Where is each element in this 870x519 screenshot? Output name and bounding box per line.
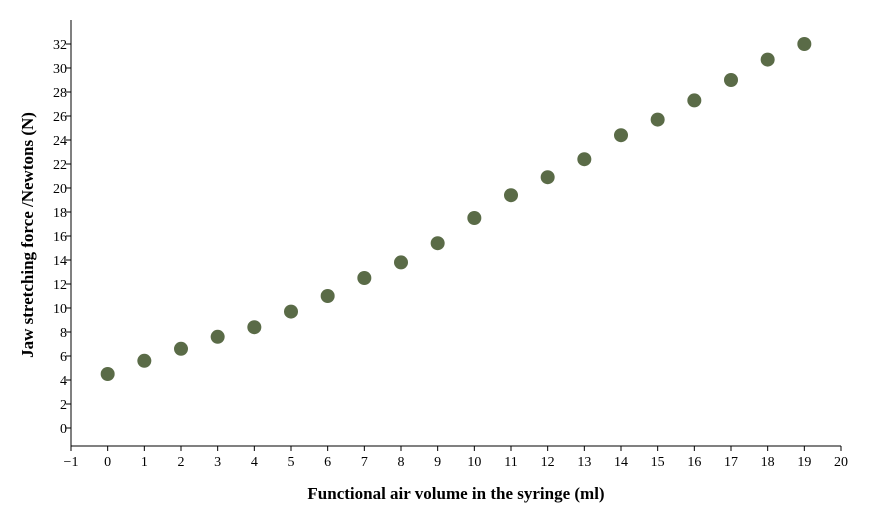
data-point: [100, 367, 115, 381]
y-tick-label: 6: [60, 350, 67, 365]
x-tick-label: 0: [104, 455, 111, 470]
x-tick-label: 13: [577, 455, 591, 470]
data-point: [430, 236, 445, 251]
data-point: [797, 37, 812, 51]
y-tick-label: 22: [53, 158, 67, 173]
y-tick-label: 4: [60, 374, 67, 389]
data-point: [137, 353, 152, 368]
data-point: [687, 93, 702, 108]
y-tick-label: 18: [53, 206, 67, 221]
data-point: [357, 271, 372, 285]
x-axis-title: Functional air volume in the syringe (ml…: [307, 484, 604, 503]
x-tick-label: −1: [64, 455, 79, 470]
data-point: [650, 112, 665, 127]
y-tick-label: 26: [53, 110, 67, 125]
x-tick-label: 14: [614, 455, 628, 470]
y-tick-label: 0: [60, 422, 67, 437]
x-tick-label: 10: [467, 455, 481, 470]
x-tick-label: 3: [214, 455, 221, 470]
y-tick-label: 8: [60, 326, 67, 341]
x-tick-label: 11: [504, 455, 517, 470]
data-point: [540, 170, 555, 185]
x-tick-label: 19: [797, 455, 811, 470]
data-point: [614, 128, 628, 143]
y-tick-label: 30: [53, 62, 67, 77]
x-tick-label: 15: [651, 455, 665, 470]
y-tick-label: 12: [53, 278, 67, 293]
x-axis-ticks: −1 0 1 2 3 4 5 6 7 8 9 10 11 12 13 14 15 16 17 18 19 20: [64, 446, 848, 470]
y-tick-label: 16: [53, 230, 67, 245]
data-point: [394, 255, 408, 270]
data-points: [100, 37, 812, 381]
x-tick-label: 4: [251, 455, 258, 470]
x-tick-label: 12: [541, 455, 555, 470]
x-tick-label: 9: [434, 455, 441, 470]
y-axis-title: Jaw stretching force /Newtons (N): [18, 112, 37, 358]
x-tick-label: 7: [361, 455, 368, 470]
axes: [70, 20, 841, 447]
y-tick-label: 28: [53, 86, 67, 101]
y-tick-label: 32: [53, 38, 67, 53]
y-tick-label: 24: [53, 134, 67, 149]
x-tick-label: 1: [141, 455, 148, 470]
data-point: [247, 320, 262, 335]
x-tick-label: 17: [724, 455, 738, 470]
y-tick-label: 20: [53, 182, 67, 197]
data-point: [320, 289, 335, 303]
y-tick-label: 14: [53, 254, 67, 269]
data-point: [210, 329, 225, 344]
x-tick-label: 16: [687, 455, 701, 470]
data-point: [467, 211, 482, 225]
x-tick-label: 18: [761, 455, 775, 470]
data-point: [174, 341, 188, 356]
x-tick-label: 8: [398, 455, 405, 470]
data-point: [284, 304, 298, 319]
y-tick-label: 2: [60, 398, 67, 413]
data-point: [577, 152, 592, 167]
x-tick-label: 2: [178, 455, 185, 470]
data-point: [504, 188, 518, 203]
x-tick-label: 5: [288, 455, 295, 470]
x-tick-label: 6: [324, 455, 331, 470]
data-point: [760, 52, 775, 67]
data-point: [724, 73, 738, 87]
y-tick-label: 10: [53, 302, 67, 317]
x-tick-label: 20: [834, 455, 848, 470]
